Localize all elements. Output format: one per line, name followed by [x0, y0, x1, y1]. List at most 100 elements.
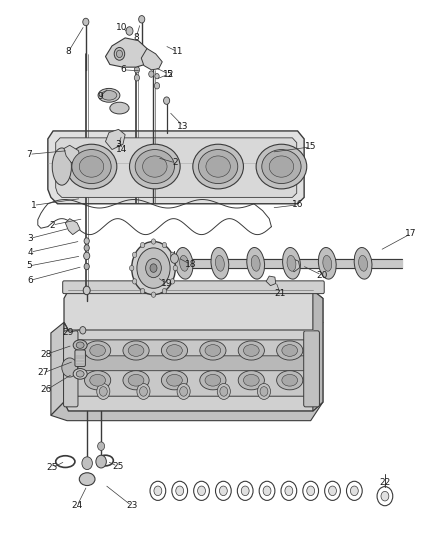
Polygon shape — [48, 131, 304, 204]
Circle shape — [62, 358, 78, 377]
Text: 14: 14 — [117, 145, 128, 154]
Ellipse shape — [101, 91, 117, 100]
Ellipse shape — [79, 473, 95, 486]
Polygon shape — [51, 322, 64, 415]
Ellipse shape — [85, 341, 111, 360]
Circle shape — [149, 71, 154, 77]
Ellipse shape — [128, 345, 144, 357]
Ellipse shape — [283, 247, 300, 279]
Text: 26: 26 — [41, 385, 52, 394]
Ellipse shape — [269, 156, 293, 177]
Ellipse shape — [123, 370, 149, 390]
Ellipse shape — [90, 374, 106, 386]
Circle shape — [151, 292, 155, 297]
Text: 25: 25 — [46, 464, 58, 472]
Circle shape — [162, 288, 166, 294]
Circle shape — [220, 386, 228, 396]
Ellipse shape — [123, 341, 149, 360]
Circle shape — [241, 486, 249, 496]
Ellipse shape — [215, 255, 224, 271]
Ellipse shape — [359, 255, 367, 271]
Ellipse shape — [175, 247, 193, 279]
Ellipse shape — [135, 150, 174, 183]
Circle shape — [96, 455, 106, 468]
Ellipse shape — [318, 247, 336, 279]
Ellipse shape — [262, 150, 301, 183]
Text: 17: 17 — [405, 229, 417, 238]
Text: 25: 25 — [112, 462, 124, 471]
Ellipse shape — [206, 156, 230, 177]
Text: 6: 6 — [28, 276, 33, 285]
Circle shape — [219, 486, 227, 496]
Ellipse shape — [354, 247, 372, 279]
Ellipse shape — [256, 144, 307, 189]
Circle shape — [114, 47, 125, 60]
Polygon shape — [266, 276, 276, 286]
Circle shape — [83, 286, 90, 295]
Circle shape — [258, 383, 271, 399]
Circle shape — [82, 457, 92, 470]
Ellipse shape — [79, 156, 104, 177]
Circle shape — [132, 241, 175, 295]
Circle shape — [134, 67, 140, 73]
FancyBboxPatch shape — [74, 356, 314, 370]
Text: 12: 12 — [163, 70, 174, 78]
Circle shape — [170, 279, 175, 284]
Circle shape — [98, 442, 105, 450]
Polygon shape — [56, 138, 297, 197]
Text: 22: 22 — [379, 478, 391, 487]
Polygon shape — [64, 290, 323, 330]
Text: 8: 8 — [133, 34, 139, 43]
Ellipse shape — [238, 370, 265, 390]
Polygon shape — [313, 290, 323, 411]
Circle shape — [99, 386, 107, 396]
Ellipse shape — [76, 370, 84, 377]
Circle shape — [137, 383, 150, 399]
Ellipse shape — [166, 345, 182, 357]
Text: 5: 5 — [26, 262, 32, 270]
Text: 3: 3 — [28, 234, 33, 243]
Ellipse shape — [90, 345, 106, 357]
Circle shape — [260, 386, 268, 396]
Ellipse shape — [282, 345, 297, 357]
Circle shape — [146, 259, 161, 278]
Ellipse shape — [277, 370, 303, 390]
Ellipse shape — [277, 341, 303, 360]
Circle shape — [154, 486, 162, 496]
Text: 10: 10 — [117, 23, 128, 32]
Ellipse shape — [72, 150, 111, 183]
Polygon shape — [51, 402, 323, 421]
Ellipse shape — [130, 144, 180, 189]
Polygon shape — [106, 38, 151, 67]
Text: 19: 19 — [161, 279, 173, 288]
FancyBboxPatch shape — [64, 331, 78, 407]
Text: 11: 11 — [172, 47, 183, 56]
Circle shape — [173, 265, 177, 271]
Circle shape — [140, 386, 148, 396]
Text: 9: 9 — [97, 92, 103, 101]
Text: 7: 7 — [26, 150, 32, 159]
Ellipse shape — [85, 370, 111, 390]
Circle shape — [149, 63, 153, 68]
Ellipse shape — [200, 341, 226, 360]
Circle shape — [84, 263, 89, 270]
Circle shape — [80, 327, 86, 334]
Ellipse shape — [193, 144, 244, 189]
Text: 8: 8 — [66, 47, 71, 56]
Ellipse shape — [110, 102, 129, 114]
Polygon shape — [64, 322, 323, 411]
Circle shape — [84, 238, 89, 244]
Text: 5: 5 — [166, 70, 172, 78]
Circle shape — [84, 252, 90, 260]
Text: 4: 4 — [28, 248, 33, 257]
Text: 16: 16 — [292, 200, 304, 209]
Text: 2: 2 — [49, 221, 55, 230]
Text: 23: 23 — [126, 501, 138, 510]
Circle shape — [141, 288, 145, 294]
Circle shape — [328, 486, 336, 496]
Ellipse shape — [98, 88, 120, 102]
Circle shape — [154, 83, 159, 89]
Text: 18: 18 — [185, 260, 196, 269]
Ellipse shape — [161, 341, 187, 360]
Circle shape — [151, 239, 155, 244]
